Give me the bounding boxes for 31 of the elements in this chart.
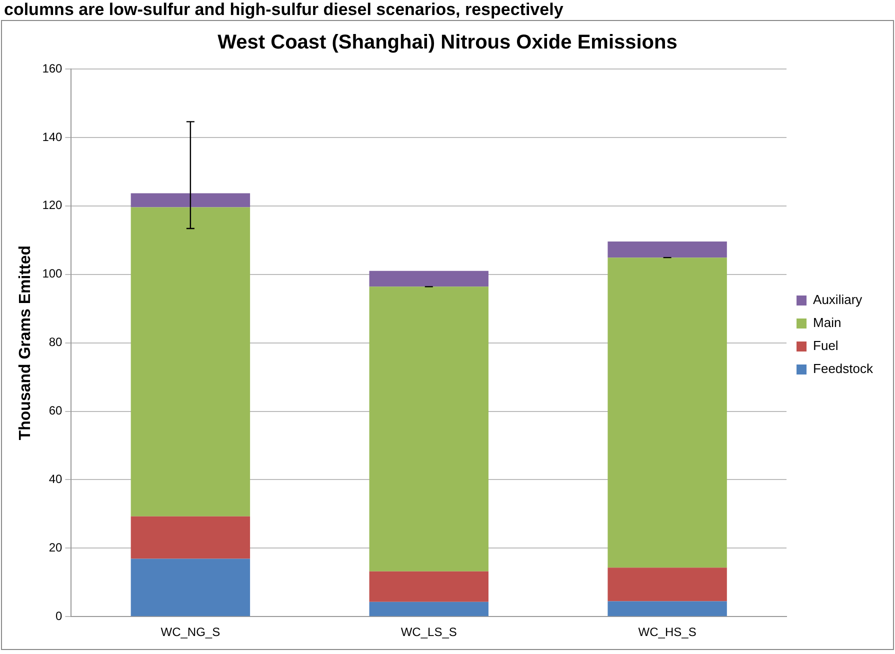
chart-title: West Coast (Shanghai) Nitrous Oxide Emissions [218,32,678,54]
y-tick-label: 0 [56,608,63,623]
legend-label: Main [813,315,842,330]
x-tick-label: WC_LS_S [400,625,457,640]
y-tick-label: 20 [48,540,63,554]
bar [130,207,250,516]
bar [130,558,250,616]
bar [369,270,488,287]
y-tick-label: 140 [42,130,63,144]
bar [369,602,488,616]
legend-label: Fuel [813,338,838,354]
legend-label: Feedstock [813,361,874,376]
x-tick-label: WC_HS_S [638,625,696,640]
y-tick-label: 100 [42,266,63,281]
y-axis-title: Thousand Grams Emitted [17,245,34,440]
bar [130,516,250,559]
legend-label: Auxiliary [813,292,863,308]
bar [608,241,727,258]
bar [608,601,727,616]
bar [369,286,488,572]
y-tick-label: 160 [42,61,63,76]
y-tick-label: 40 [48,472,63,486]
x-tick-label: WC_NG_S [160,625,220,640]
y-tick-label: 60 [48,404,63,418]
bar [369,571,488,602]
bar [608,568,727,602]
text: columns are low-sulfur and high-sulfur diesel scenarios, respectively [3,0,564,20]
bar [608,258,727,568]
bar [130,193,250,208]
y-tick-label: 120 [42,198,63,212]
y-tick-label: 80 [48,335,63,350]
